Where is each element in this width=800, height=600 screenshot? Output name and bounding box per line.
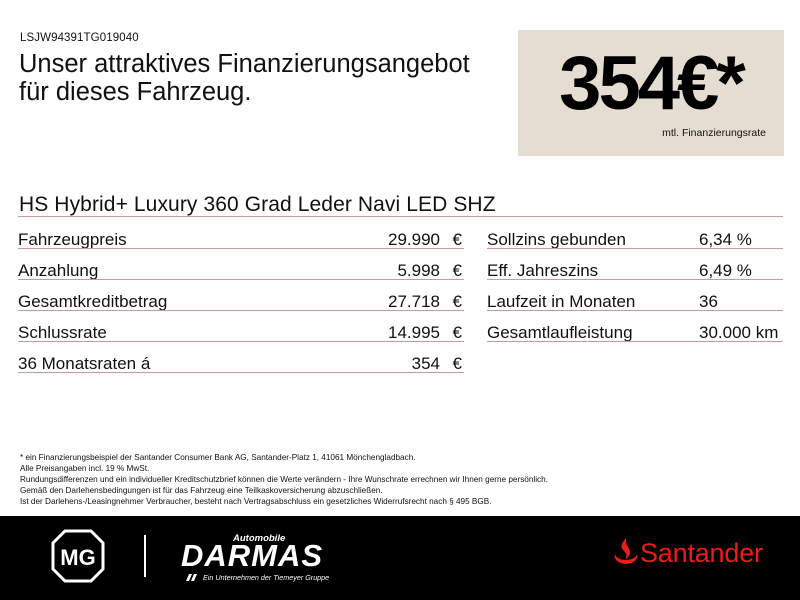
monthly-rate-caption: mtl. Finanzierungsrate (662, 127, 766, 139)
row-currency: € (452, 230, 462, 249)
row-value: 27.718 (388, 292, 440, 311)
row-divider (487, 341, 783, 342)
finance-row: Gesamtkreditbetrag 27.718 € (18, 280, 464, 311)
row-currency: € (452, 261, 462, 280)
finance-row: Gesamtlaufleistung 30.000 km (487, 311, 783, 342)
dealer-logo: DARMAS (181, 538, 324, 573)
footnote-line: Gemäß den Darlehensbedingungen ist für d… (20, 485, 383, 495)
row-value: 354 (411, 354, 440, 373)
row-divider (18, 279, 464, 280)
row-divider (18, 310, 464, 311)
row-currency: € (452, 292, 462, 311)
row-label: Gesamtlaufleistung (487, 323, 633, 342)
row-divider (18, 248, 464, 249)
finance-row: Schlussrate 14.995 € (18, 311, 464, 342)
finance-row: Anzahlung 5.998 € (18, 249, 464, 280)
finance-row: Fahrzeugpreis 29.990 € (18, 218, 464, 249)
row-value: 29.990 (388, 230, 440, 249)
row-value: 5.998 (397, 261, 440, 280)
vin-number: LSJW94391TG019040 (20, 32, 139, 44)
mg-logo-icon: MG (51, 529, 105, 583)
row-value: 6,49 % (699, 261, 752, 280)
row-currency: € (452, 354, 462, 373)
row-label: Anzahlung (18, 261, 99, 280)
finance-row: 36 Monatsraten á 354 € (18, 342, 464, 373)
dealer-tagline: Ein Unternehmen der Tiemeyer Gruppe (203, 573, 330, 582)
mg-logo-text: MG (60, 545, 95, 570)
headline-line-2: für dieses Fahrzeug. (19, 78, 252, 106)
dealer-top-label: Automobile (233, 533, 286, 544)
headline: Unser attraktives Finanzierungsangebot f… (19, 50, 470, 106)
row-value: 30.000 km (699, 323, 779, 342)
model-divider (18, 216, 783, 217)
row-label: Fahrzeugpreis (18, 230, 127, 249)
footnote-line: Ist der Darlehens-/Leasingnehmer Verbrau… (20, 496, 492, 506)
santander-flame-icon (614, 538, 638, 564)
dealer-slash-icon (186, 574, 197, 581)
row-currency: € (452, 323, 462, 342)
footnote-line: Rundungsdifferenzen und ein individuelle… (20, 474, 548, 484)
row-divider (18, 341, 464, 342)
row-label: Gesamtkreditbetrag (18, 292, 168, 311)
row-label: Sollzins gebunden (487, 230, 626, 249)
finance-row: Sollzins gebunden 6,34 % (487, 218, 783, 249)
footer-divider (144, 535, 146, 577)
model-title: HS Hybrid+ Luxury 360 Grad Leder Navi LE… (19, 193, 496, 216)
row-divider (487, 279, 783, 280)
headline-line-1: Unser attraktives Finanzierungsangebot (19, 50, 470, 78)
row-divider (487, 310, 783, 311)
row-label: 36 Monatsraten á (18, 354, 151, 373)
santander-logo: Santander (640, 538, 763, 568)
row-value: 6,34 % (699, 230, 752, 249)
price-box: 354€* mtl. Finanzierungsrate (518, 30, 784, 156)
finance-row: Laufzeit in Monaten 36 (487, 280, 783, 311)
row-label: Schlussrate (18, 323, 107, 342)
monthly-rate-value: 354€* (559, 41, 746, 126)
finance-row: Eff. Jahreszins 6,49 % (487, 249, 783, 280)
footnote-line: * ein Finanzierungsbeispiel der Santande… (20, 453, 416, 462)
row-divider (18, 372, 464, 373)
footer-bar (0, 516, 800, 600)
row-value: 14.995 (388, 323, 440, 342)
row-label: Eff. Jahreszins (487, 261, 599, 280)
footnote-line: Alle Preisangaben incl. 19 % MwSt. (20, 463, 150, 473)
legal-footnote: * ein Finanzierungsbeispiel der Santande… (20, 453, 548, 508)
row-divider (487, 248, 783, 249)
row-label: Laufzeit in Monaten (487, 292, 636, 311)
row-value: 36 (699, 292, 718, 311)
